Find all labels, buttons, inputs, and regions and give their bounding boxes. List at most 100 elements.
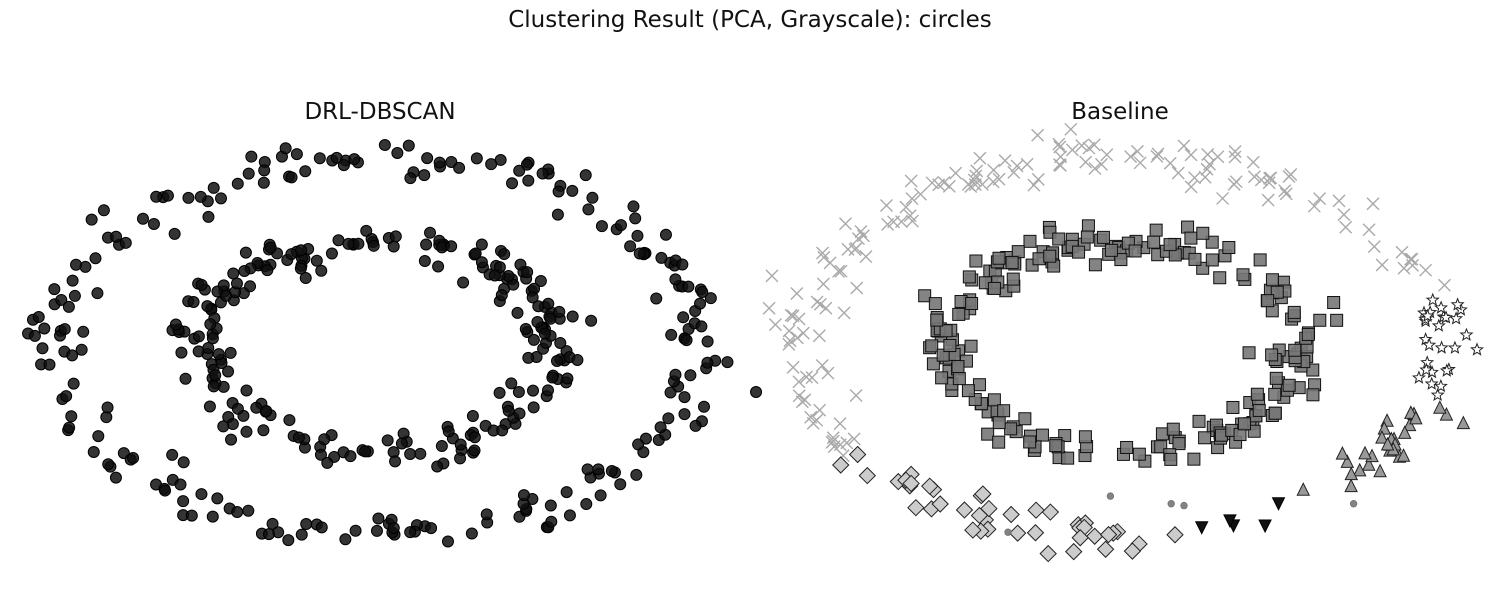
- data-point-square: [1120, 440, 1134, 454]
- data-point-circle: [207, 181, 220, 194]
- data-point-square: [1049, 439, 1063, 453]
- data-point-x: [832, 264, 846, 278]
- data-point-x: [1405, 252, 1419, 266]
- data-point-square: [1233, 428, 1247, 442]
- data-point-x: [850, 281, 864, 295]
- data-point-circle: [418, 169, 431, 182]
- data-point-circle: [689, 419, 702, 432]
- data-point-circle: [701, 356, 714, 369]
- data-point-circle: [585, 314, 598, 327]
- data-point-x: [1064, 122, 1078, 136]
- data-point-circle: [168, 227, 181, 240]
- data-point-x: [1133, 156, 1147, 170]
- data-point-x: [973, 151, 987, 165]
- data-point-circle: [496, 424, 509, 437]
- data-point-x: [1313, 192, 1327, 206]
- data-point-circle: [414, 447, 427, 460]
- data-point-circle: [292, 431, 305, 444]
- data-point-triangle-up: [1361, 457, 1376, 471]
- data-point-circle: [654, 421, 667, 434]
- data-point-x: [856, 229, 870, 243]
- data-point-square: [1172, 437, 1186, 451]
- data-point-x: [1079, 155, 1093, 169]
- data-point-x: [804, 410, 818, 424]
- data-point-star: [1434, 300, 1449, 314]
- data-point-x: [1332, 194, 1346, 208]
- data-point-diamond: [955, 501, 974, 519]
- data-point-circle: [202, 210, 215, 223]
- data-point-square: [1032, 252, 1046, 266]
- data-point-square: [1205, 253, 1219, 267]
- data-point-x: [1211, 150, 1225, 164]
- data-point-circle: [372, 512, 385, 525]
- data-point-circle: [627, 200, 640, 213]
- data-point-square: [943, 338, 957, 352]
- right-scatter-panel: [762, 122, 1484, 563]
- data-point-circle: [201, 300, 214, 313]
- data-point-square: [1149, 223, 1163, 237]
- data-point-x: [1262, 176, 1276, 190]
- data-point-circle: [279, 142, 292, 155]
- data-point-circle: [563, 509, 576, 522]
- data-point-circle: [202, 341, 215, 354]
- data-point-square: [936, 348, 950, 362]
- data-point-square: [997, 404, 1011, 418]
- data-point-x: [1088, 162, 1102, 176]
- data-point-circle: [694, 297, 707, 310]
- data-point-circle: [110, 230, 123, 243]
- data-point-x: [1307, 199, 1321, 213]
- data-point-circle: [526, 291, 539, 304]
- data-point-circle: [290, 148, 303, 161]
- data-point-circle: [454, 452, 467, 465]
- data-point-circle: [554, 336, 567, 349]
- data-point-square: [1265, 273, 1279, 287]
- data-point-circle: [624, 240, 637, 253]
- data-point-circle: [594, 489, 607, 502]
- data-point-circle: [147, 218, 160, 231]
- data-point-x: [1263, 171, 1277, 185]
- data-point-circle: [541, 384, 554, 397]
- data-point-circle: [571, 353, 584, 366]
- data-point-x: [1150, 149, 1164, 163]
- data-point-square: [1005, 256, 1019, 270]
- data-point-circle: [553, 305, 566, 318]
- data-point-circle: [97, 204, 110, 217]
- data-point-x: [782, 324, 796, 338]
- data-point-circle: [680, 334, 693, 347]
- data-point-square: [1072, 245, 1086, 259]
- data-point-circle: [678, 391, 691, 404]
- data-point-x: [1261, 193, 1275, 207]
- data-point-circle: [498, 248, 511, 261]
- data-point-circle: [659, 228, 672, 241]
- data-point-x: [1367, 240, 1381, 254]
- data-point-x: [1163, 156, 1177, 170]
- data-point-diamond: [1071, 529, 1089, 547]
- data-point-circle: [502, 404, 515, 417]
- data-point-square: [962, 270, 976, 284]
- data-point-x: [1246, 155, 1260, 169]
- data-point-circle: [203, 400, 216, 413]
- data-point-triangle-up: [1375, 430, 1389, 444]
- data-point-circle: [493, 386, 506, 399]
- data-point-circle: [314, 448, 327, 461]
- data-point-circle: [282, 534, 295, 547]
- data-point-circle: [48, 283, 61, 296]
- data-point-circle: [534, 275, 547, 288]
- data-point-x: [1228, 150, 1242, 164]
- data-point-star: [1447, 340, 1462, 354]
- data-point-x: [937, 176, 951, 190]
- data-point-circle: [75, 343, 88, 356]
- data-point-diamond: [964, 521, 982, 539]
- data-point-star: [1449, 311, 1464, 325]
- data-point-circle: [581, 463, 594, 476]
- data-point-x: [967, 173, 981, 187]
- data-point-circle: [367, 239, 380, 252]
- data-point-circle: [488, 269, 501, 282]
- data-point-x: [1010, 159, 1024, 173]
- data-point-diamond: [1166, 526, 1184, 544]
- data-point-triangle-up: [1377, 421, 1392, 435]
- data-point-circle: [664, 386, 677, 399]
- data-point-square: [1253, 253, 1267, 267]
- data-point-circle: [325, 247, 338, 260]
- data-point-circle: [195, 278, 208, 291]
